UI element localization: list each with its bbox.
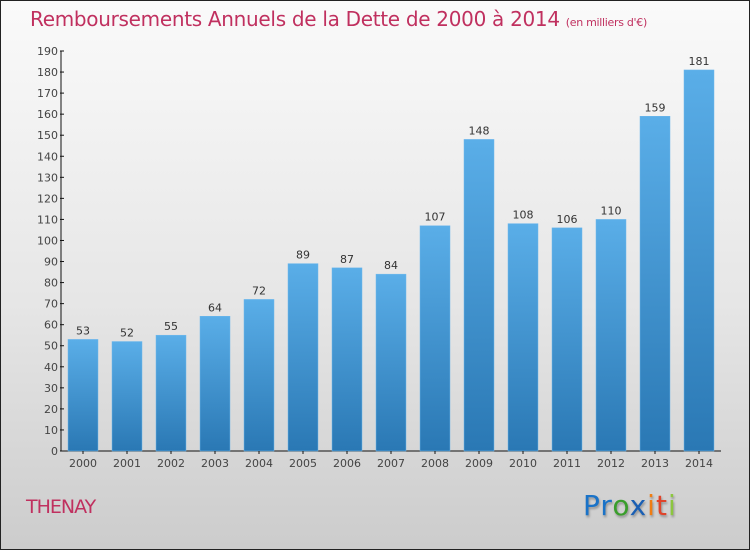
data-label: 87	[340, 253, 354, 266]
x-tick-label: 2005	[289, 457, 317, 470]
logo-letter: x	[629, 489, 648, 522]
y-tick-label: 130	[37, 171, 58, 184]
y-tick-label: 10	[44, 424, 58, 437]
y-tick-label: 160	[37, 108, 58, 121]
chart-title: Remboursements Annuels de la Dette de 20…	[30, 7, 647, 31]
bar	[551, 227, 583, 452]
proxiti-logo[interactable]: Proxiti	[583, 489, 677, 522]
y-tick-label: 170	[37, 87, 58, 100]
y-tick-label: 190	[37, 45, 58, 58]
data-label: 72	[252, 284, 266, 297]
bar	[287, 263, 319, 452]
logo-letter: r	[600, 489, 613, 522]
bar	[639, 116, 671, 452]
bar	[419, 225, 451, 452]
x-tick-label: 2014	[685, 457, 713, 470]
bar	[595, 219, 627, 452]
x-tick-label: 2007	[377, 457, 405, 470]
data-label: 106	[557, 213, 578, 226]
logo-letter: i	[647, 489, 656, 522]
x-tick-label: 2013	[641, 457, 669, 470]
data-label: 110	[601, 204, 622, 217]
logo-letter: P	[583, 489, 601, 522]
data-label: 64	[208, 301, 222, 314]
data-label: 84	[384, 259, 398, 272]
y-tick-label: 90	[44, 256, 58, 269]
y-tick-label: 120	[37, 192, 58, 205]
data-label: 159	[645, 101, 666, 114]
x-tick-label: 2009	[465, 457, 493, 470]
logo-letter: i	[667, 489, 677, 522]
bar	[67, 339, 99, 452]
x-tick-label: 2002	[157, 457, 185, 470]
data-label: 55	[164, 320, 178, 333]
bar	[507, 223, 539, 452]
x-tick-label: 2006	[333, 457, 361, 470]
x-tick-label: 2003	[201, 457, 229, 470]
y-tick-label: 30	[44, 382, 58, 395]
data-label: 148	[469, 124, 490, 137]
bar	[199, 316, 231, 452]
x-tick-label: 2012	[597, 457, 625, 470]
x-tick-label: 2010	[509, 457, 537, 470]
chart-unit-label: (en milliers d'€)	[565, 16, 647, 29]
bar	[463, 139, 495, 452]
bar	[331, 267, 363, 452]
bar	[375, 273, 407, 452]
y-tick-label: 70	[44, 298, 58, 311]
data-label: 108	[513, 209, 534, 222]
data-label: 107	[425, 211, 446, 224]
bar	[155, 334, 187, 452]
x-tick-label: 2000	[69, 457, 97, 470]
x-tick-label: 2001	[113, 457, 141, 470]
data-label: 89	[296, 249, 310, 262]
bar	[683, 69, 715, 452]
logo-letter: t	[655, 489, 668, 522]
y-tick-label: 80	[44, 277, 58, 290]
bar	[111, 341, 143, 452]
y-tick-label: 0	[51, 445, 58, 458]
chart-title-text: Remboursements Annuels de la Dette de 20…	[30, 7, 560, 31]
y-tick-label: 20	[44, 403, 58, 416]
y-tick-label: 180	[37, 66, 58, 79]
commune-name: THENAY	[26, 496, 96, 518]
bar	[243, 299, 275, 452]
y-tick-label: 150	[37, 129, 58, 142]
y-tick-label: 140	[37, 150, 58, 163]
x-tick-label: 2008	[421, 457, 449, 470]
y-tick-label: 50	[44, 340, 58, 353]
data-label: 181	[689, 55, 710, 68]
data-label: 53	[76, 324, 90, 337]
x-tick-label: 2011	[553, 457, 581, 470]
x-tick-label: 2004	[245, 457, 273, 470]
y-tick-label: 40	[44, 361, 58, 374]
logo-letter: o	[612, 489, 630, 522]
y-tick-label: 100	[37, 234, 58, 247]
y-tick-label: 60	[44, 319, 58, 332]
data-label: 52	[120, 327, 134, 340]
y-tick-label: 110	[37, 213, 58, 226]
